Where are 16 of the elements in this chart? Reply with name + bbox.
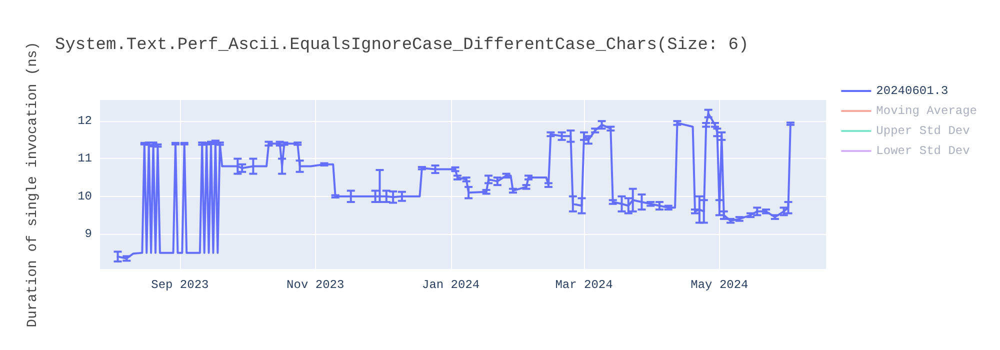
y-tick-label: 9 [84,226,92,241]
x-tick-label: May 2024 [690,278,748,292]
x-tick-label: Nov 2023 [286,278,344,292]
x-tick-label: Mar 2024 [555,278,613,292]
line-series [116,112,792,260]
y-axis-title: Duration of single invocation (ns) [25,42,41,328]
chart-title: System.Text.Perf_Ascii.EqualsIgnoreCase_DifferentCase_Chars(Size: 6) [55,36,749,55]
y-tick-label: 12 [78,114,92,128]
legend-label: Lower Std Dev [876,144,970,158]
x-tick-label: Sep 2023 [151,278,209,292]
y-tick-label: 11 [78,152,92,166]
legend-label: 20240601.3 [876,84,948,98]
y-tick-label: 10 [78,189,92,204]
x-tick-label: Jan 2024 [422,278,480,292]
legend-label: Upper Std Dev [876,124,970,138]
legend-label: Moving Average [876,104,978,118]
